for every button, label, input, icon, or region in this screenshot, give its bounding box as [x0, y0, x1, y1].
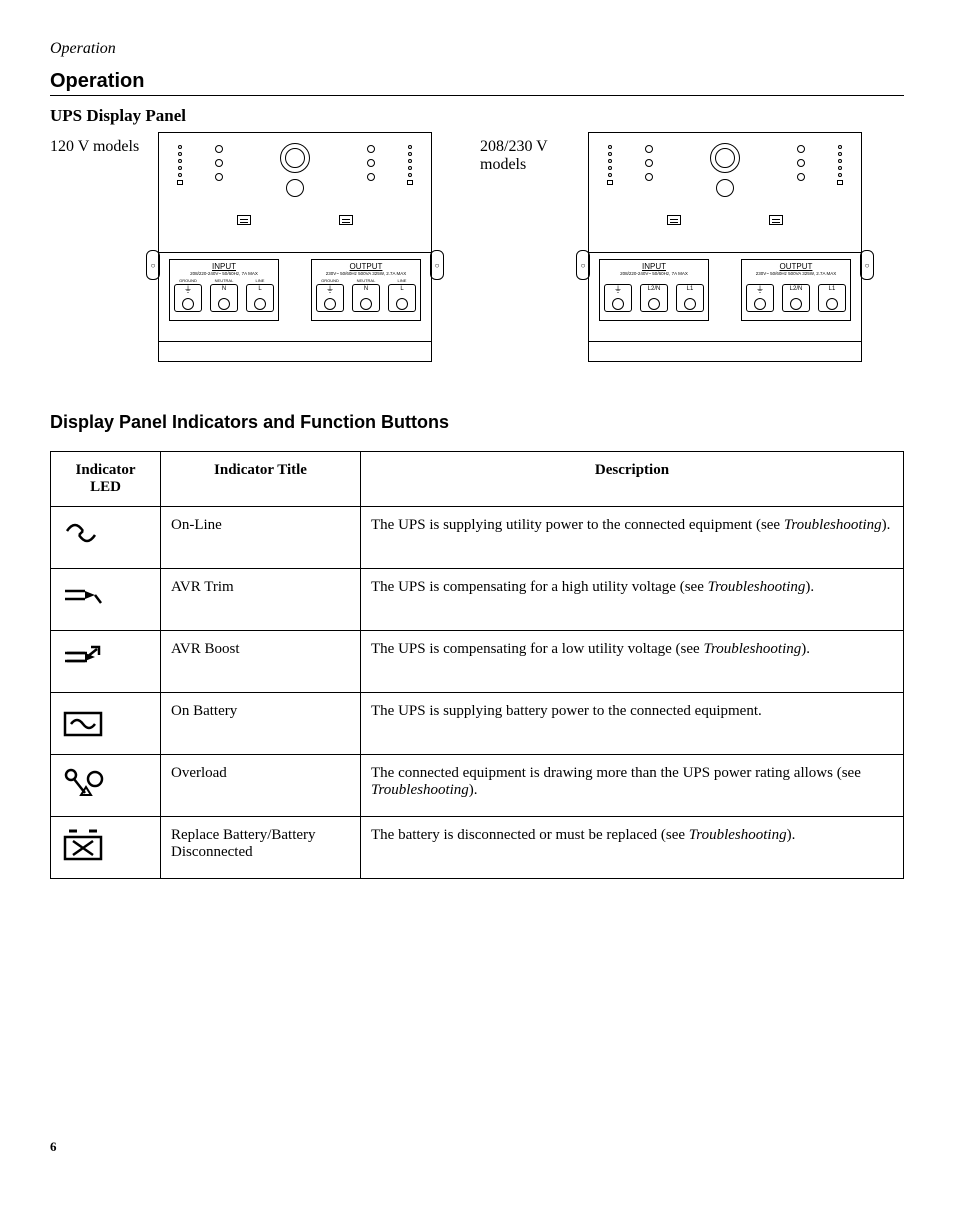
term-name: N: [222, 286, 226, 292]
table-row: OverloadThe connected equipment is drawi…: [51, 755, 904, 817]
section-rule: [50, 95, 904, 96]
term-name: L: [400, 286, 403, 292]
panel-label-120v: 120 V models: [50, 132, 140, 156]
input-sub: 208/220-240V~ 50/60Hz, 7A MAX: [600, 271, 708, 276]
panel-group-120v: 120 V models INPUT: [50, 132, 440, 382]
table-row: Replace Battery/Battery DisconnectedThe …: [51, 817, 904, 879]
device-diagram-230v: INPUT 208/220-240V~ 50/60Hz, 7A MAX ⏚ L2…: [580, 132, 870, 382]
output-sub: 230V~ 50/60Hz 500VA 325W, 2.7A MAX: [742, 271, 850, 276]
output-title: OUTPUT: [742, 262, 850, 271]
led-column-right: [407, 145, 413, 185]
led-mid-right: [367, 145, 375, 181]
term-name: L: [258, 286, 261, 292]
table-row: On-LineThe UPS is supplying utility powe…: [51, 507, 904, 569]
indicator-desc-cell: The UPS is supplying utility power to th…: [361, 507, 904, 569]
device-terminal-area: INPUT 208/220-240V~ 50/60Hz, 7A MAX ⏚ L2…: [588, 252, 862, 342]
term-name: L2/N: [648, 286, 661, 292]
table-title: Display Panel Indicators and Function Bu…: [50, 412, 904, 433]
replacebatt-icon: [51, 817, 161, 879]
online-icon: [51, 507, 161, 569]
power-button-icon: [710, 143, 740, 173]
vent-left: [237, 215, 251, 225]
led-column-right: [837, 145, 843, 185]
term-name: L1: [829, 286, 836, 292]
aux-button-icon: [286, 179, 304, 197]
onbattery-icon: [51, 693, 161, 755]
avrtrim-icon: [51, 569, 161, 631]
table-row: AVR TrimThe UPS is compensating for a hi…: [51, 569, 904, 631]
led-mid-right: [797, 145, 805, 181]
indicator-desc-cell: The connected equipment is drawing more …: [361, 755, 904, 817]
overload-icon: [51, 755, 161, 817]
term-name: L2/N: [790, 286, 803, 292]
indicator-desc-cell: The UPS is supplying battery power to th…: [361, 693, 904, 755]
indicator-desc-cell: The UPS is compensating for a high utili…: [361, 569, 904, 631]
input-title: INPUT: [170, 262, 278, 271]
panel-group-230v: 208/230 V models INPUT: [480, 132, 870, 382]
input-terminal-120v: INPUT 208/220-240V~ 50/60Hz, 7A MAX GROU…: [169, 259, 279, 321]
led-column-left: [177, 145, 183, 185]
device-top-face: [588, 132, 862, 252]
mount-ear-right: [430, 250, 444, 280]
indicator-desc-cell: The UPS is compensating for a low utilit…: [361, 631, 904, 693]
avrboost-icon: [51, 631, 161, 693]
output-title: OUTPUT: [312, 262, 420, 271]
indicator-title-cell: On Battery: [161, 693, 361, 755]
input-sub: 208/220-240V~ 50/60Hz, 7A MAX: [170, 271, 278, 276]
section-title: Operation: [50, 70, 904, 93]
led-mid-left: [645, 145, 653, 181]
led-column-left: [607, 145, 613, 185]
mount-ear-left: [146, 250, 160, 280]
th-title: Indicator Title: [161, 452, 361, 507]
output-terminal-230v: OUTPUT 230V~ 50/60Hz 500VA 325W, 2.7A MA…: [741, 259, 851, 321]
device-base: [158, 342, 432, 362]
input-terminal-230v: INPUT 208/220-240V~ 50/60Hz, 7A MAX ⏚ L2…: [599, 259, 709, 321]
page-number: 6: [50, 1139, 57, 1155]
term-name: N: [364, 286, 368, 292]
display-panels-row: 120 V models INPUT: [50, 132, 904, 382]
term-name: L1: [687, 286, 694, 292]
indicator-desc-cell: The battery is disconnected or must be r…: [361, 817, 904, 879]
device-diagram-120v: INPUT 208/220-240V~ 50/60Hz, 7A MAX GROU…: [150, 132, 440, 382]
table-row: On BatteryThe UPS is supplying battery p…: [51, 693, 904, 755]
indicator-title-cell: AVR Boost: [161, 631, 361, 693]
vent-left: [667, 215, 681, 225]
table-row: AVR BoostThe UPS is compensating for a l…: [51, 631, 904, 693]
led-mid-left: [215, 145, 223, 181]
device-terminal-area: INPUT 208/220-240V~ 50/60Hz, 7A MAX GROU…: [158, 252, 432, 342]
th-desc: Description: [361, 452, 904, 507]
indicator-title-cell: On-Line: [161, 507, 361, 569]
page-header: Operation: [50, 40, 904, 58]
input-title: INPUT: [600, 262, 708, 271]
device-base: [588, 342, 862, 362]
indicator-title-cell: Replace Battery/Battery Disconnected: [161, 817, 361, 879]
indicator-title-cell: Overload: [161, 755, 361, 817]
indicator-title-cell: AVR Trim: [161, 569, 361, 631]
indicator-table: Indicator LED Indicator Title Descriptio…: [50, 451, 904, 879]
device-top-face: [158, 132, 432, 252]
th-led: Indicator LED: [51, 452, 161, 507]
mount-ear-right: [860, 250, 874, 280]
output-terminal-120v: OUTPUT 230V~ 50/60Hz 500VA 325W, 2.7A MA…: [311, 259, 421, 321]
mount-ear-left: [576, 250, 590, 280]
panel-label-230v: 208/230 V models: [480, 132, 570, 174]
subhead-ups-display: UPS Display Panel: [50, 106, 904, 126]
aux-button-icon: [716, 179, 734, 197]
power-button-icon: [280, 143, 310, 173]
output-sub: 230V~ 50/60Hz 500VA 325W, 2.7A MAX: [312, 271, 420, 276]
vent-right: [339, 215, 353, 225]
vent-right: [769, 215, 783, 225]
